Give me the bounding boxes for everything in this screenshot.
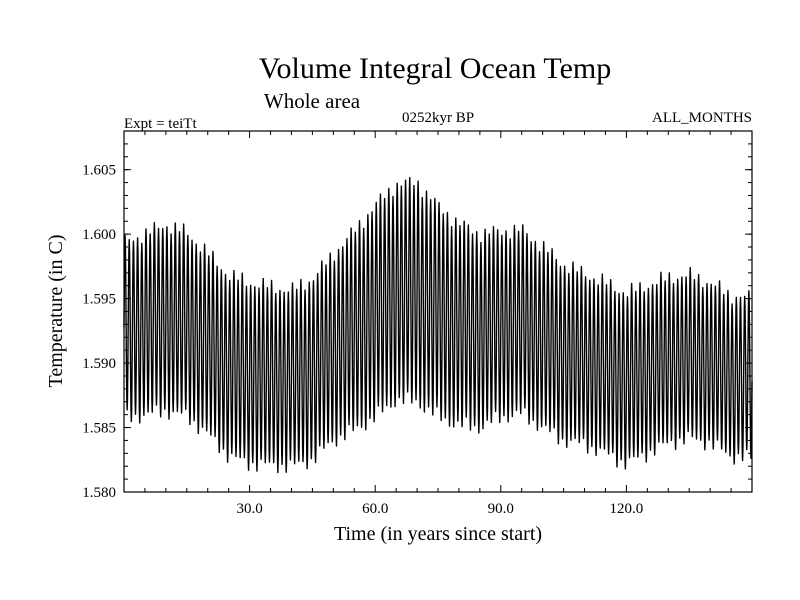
series-line [123, 176, 753, 474]
period-label: 0252kyr BP [402, 110, 474, 126]
x-tick-label: 30.0 [236, 501, 262, 517]
x-tick-label: 60.0 [362, 501, 388, 517]
x-tick-label: 120.0 [610, 501, 644, 517]
y-tick-label: 1.605 [82, 163, 116, 179]
chart-title: Volume Integral Ocean Temp [259, 52, 612, 85]
months-label: ALL_MONTHS [652, 110, 752, 126]
y-tick-label: 1.585 [82, 421, 116, 437]
y-axis-label: Temperature (in C) [45, 235, 67, 388]
chart-subtitle: Whole area [264, 89, 361, 113]
x-axis: 30.0 60.0 90.0 120.0 [144, 131, 732, 517]
y-tick-label: 1.580 [82, 485, 116, 501]
y-tick-label: 1.590 [82, 356, 116, 372]
x-axis-label: Time (in years since start) [334, 523, 542, 545]
x-tick-label: 90.0 [488, 501, 514, 517]
y-tick-label: 1.600 [82, 227, 116, 243]
y-axis: 1.580 1.585 1.590 1.595 1.600 1.605 [82, 143, 752, 501]
experiment-label: Expt = teiTt [124, 116, 197, 132]
y-tick-label: 1.595 [82, 292, 116, 308]
series-layer [123, 176, 753, 474]
